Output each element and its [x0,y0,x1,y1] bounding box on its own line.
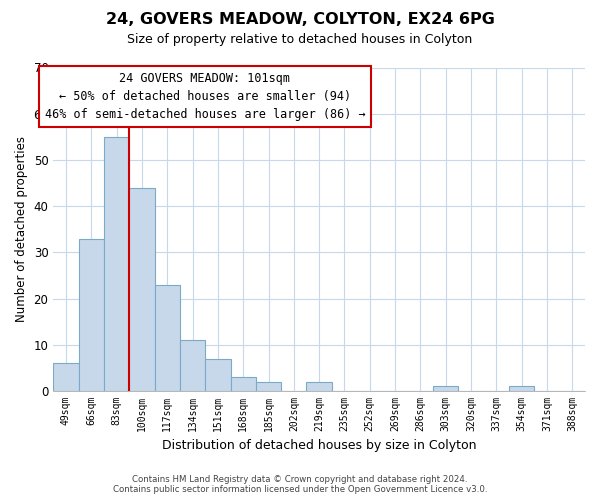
Bar [180,340,205,391]
Bar [79,238,104,391]
Bar [509,386,535,391]
Text: Size of property relative to detached houses in Colyton: Size of property relative to detached ho… [127,32,473,46]
Bar [53,364,79,391]
Text: Contains HM Land Registry data © Crown copyright and database right 2024.
Contai: Contains HM Land Registry data © Crown c… [113,474,487,494]
Bar [205,358,230,391]
Text: 24 GOVERS MEADOW: 101sqm
← 50% of detached houses are smaller (94)
46% of semi-d: 24 GOVERS MEADOW: 101sqm ← 50% of detach… [44,72,365,122]
Bar [129,188,155,391]
Bar [307,382,332,391]
Bar [256,382,281,391]
Bar [155,284,180,391]
Bar [230,377,256,391]
Bar [433,386,458,391]
Bar [104,137,129,391]
Y-axis label: Number of detached properties: Number of detached properties [15,136,28,322]
Text: 24, GOVERS MEADOW, COLYTON, EX24 6PG: 24, GOVERS MEADOW, COLYTON, EX24 6PG [106,12,494,28]
X-axis label: Distribution of detached houses by size in Colyton: Distribution of detached houses by size … [162,440,476,452]
